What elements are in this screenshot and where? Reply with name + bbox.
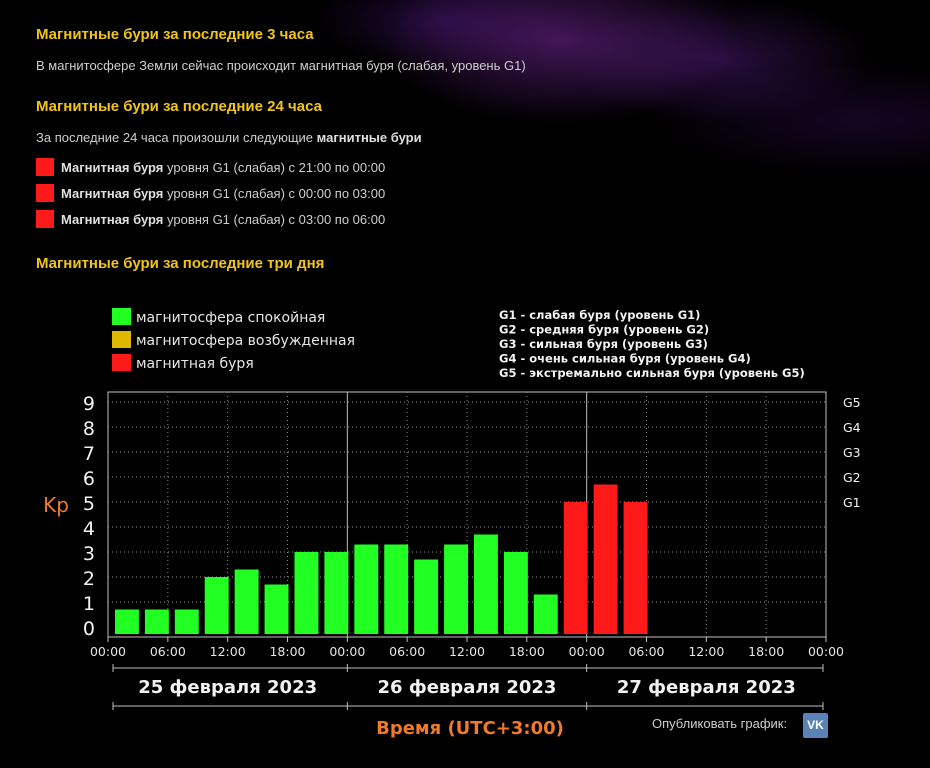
y-tick-label: 3	[83, 543, 95, 565]
y-tick-label: 4	[83, 518, 95, 540]
section-title-24h: Магнитные бури за последние 24 часа	[36, 98, 322, 115]
g-legend-item: G4 - очень сильная буря (уровень G4)	[499, 352, 751, 366]
intro-plain: За последние 24 часа произошли следующие	[36, 130, 317, 145]
g-level-label: G4	[843, 420, 861, 435]
kp-bar	[234, 569, 259, 634]
intro-bold: магнитные бури	[316, 130, 422, 145]
x-tick-label: 06:00	[150, 644, 186, 659]
x-tick-label: 12:00	[210, 644, 246, 659]
x-tick-label: 00:00	[808, 644, 844, 659]
y-axis-label: Kp	[43, 493, 69, 517]
x-tick-label: 00:00	[90, 644, 126, 659]
publish-label: Опубликовать график:	[652, 716, 788, 731]
x-tick-label: 18:00	[748, 644, 784, 659]
vk-share-button[interactable]: VK	[803, 713, 828, 738]
y-tick-label: 8	[83, 418, 95, 440]
g-level-label: G1	[843, 495, 861, 510]
g-legend-item: G1 - слабая буря (уровень G1)	[499, 308, 700, 322]
y-tick-label: 0	[83, 618, 95, 640]
event-bold: Магнитная буря	[61, 212, 164, 227]
event-bold: Магнитная буря	[61, 186, 164, 201]
y-tick-label: 5	[83, 493, 95, 515]
kp-bar	[115, 609, 139, 634]
g-level-label: G2	[843, 470, 861, 485]
current-storm-text: В магнитосфере Земли сейчас происходит м…	[36, 58, 526, 73]
y-tick-label: 7	[83, 443, 95, 465]
x-tick-label: 18:00	[509, 644, 545, 659]
y-tick-label: 9	[83, 393, 95, 415]
kp-bar	[444, 544, 468, 634]
kp-bar	[144, 609, 169, 634]
day-label: 27 февраля 2023	[617, 677, 796, 698]
legend-label-calm: магнитосфера спокойная	[136, 310, 325, 326]
legend-swatch-storm	[112, 354, 131, 371]
section-title-3d: Магнитные бури за последние три дня	[36, 255, 325, 272]
kp-bar	[623, 502, 648, 634]
x-axis-label: Время (UTC+3:00)	[376, 718, 564, 739]
kp-bar	[533, 594, 558, 634]
storm-event-text: Магнитная буря уровня G1 (слабая) с 21:0…	[61, 160, 385, 175]
x-tick-label: 00:00	[569, 644, 605, 659]
g-legend: G1 - слабая буря (уровень G1)G2 - средня…	[499, 308, 805, 380]
kp-bar	[324, 552, 349, 634]
legend-label-storm: магнитная буря	[136, 356, 254, 372]
event-bold: Магнитная буря	[61, 160, 164, 175]
kp-bar	[204, 577, 229, 634]
kp-bar	[264, 584, 289, 634]
event-text: уровня G1 (слабая) с 03:00 по 06:00	[163, 212, 386, 227]
section-title-3h: Магнитные бури за последние 3 часа	[36, 26, 314, 43]
y-tick-label: 6	[83, 468, 95, 490]
g-legend-item: G2 - средняя буря (уровень G2)	[499, 323, 709, 337]
g-legend-item: G3 - сильная буря (уровень G3)	[499, 337, 708, 351]
x-tick-label: 00:00	[329, 644, 365, 659]
kp-bar	[354, 544, 379, 634]
storm-square-icon	[36, 184, 54, 202]
g-level-label: G3	[843, 445, 861, 460]
storms-24h-intro: За последние 24 часа произошли следующие…	[36, 130, 422, 145]
x-tick-label: 12:00	[449, 644, 485, 659]
event-text: уровня G1 (слабая) с 00:00 по 03:00	[163, 186, 386, 201]
kp-bar	[563, 502, 588, 634]
legend: магнитосфера спокойная магнитосфера возбу…	[112, 308, 355, 372]
legend-swatch-calm	[112, 308, 131, 325]
g-legend-item: G5 - экстремально сильная буря (уровень …	[499, 366, 805, 380]
kp-bar	[503, 552, 528, 634]
axes: 0 1 2 3 4 5 6 7 8 9 Kp G5 G4 G3 G2 G1 00:00 06:00 12:00 18:…	[43, 393, 861, 739]
kp-bar	[414, 559, 439, 634]
storm-event-text: Магнитная буря уровня G1 (слабая) с 00:0…	[61, 186, 385, 201]
bars	[115, 484, 648, 634]
day-label: 25 февраля 2023	[138, 677, 317, 698]
event-text: уровня G1 (слабая) с 21:00 по 00:00	[163, 160, 386, 175]
storm-square-icon	[36, 210, 54, 228]
space-background	[0, 0, 930, 260]
storm-square-icon	[36, 158, 54, 176]
kp-bar	[384, 544, 409, 634]
legend-label-excited: магнитосфера возбужденная	[136, 333, 355, 349]
legend-swatch-excited	[112, 331, 131, 348]
g-level-label: G5	[843, 395, 861, 410]
y-tick-label: 1	[83, 593, 95, 615]
x-tick-label: 06:00	[628, 644, 664, 659]
kp-bar	[174, 609, 199, 634]
x-tick-label: 06:00	[389, 644, 425, 659]
storm-event-text: Магнитная буря уровня G1 (слабая) с 03:0…	[61, 212, 385, 227]
kp-bar	[474, 534, 498, 634]
day-label: 26 февраля 2023	[378, 677, 557, 698]
kp-bar	[593, 484, 618, 634]
y-tick-label: 2	[83, 568, 95, 590]
x-tick-label: 18:00	[269, 644, 305, 659]
x-tick-label: 12:00	[688, 644, 724, 659]
kp-bar	[294, 552, 319, 634]
